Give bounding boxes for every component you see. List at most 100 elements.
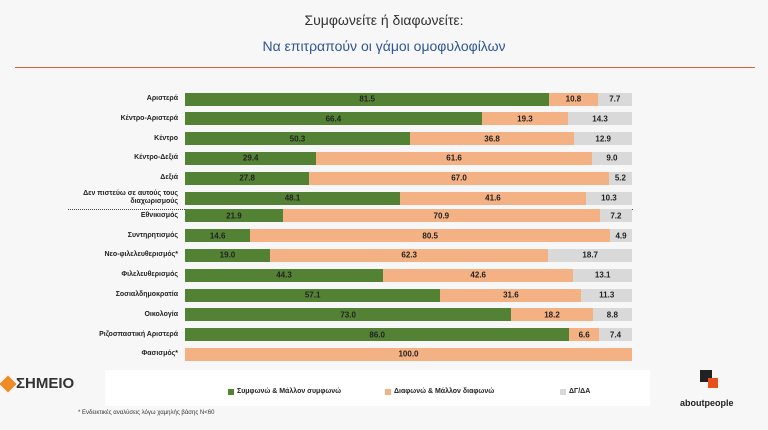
value-label: 18.2 xyxy=(544,310,560,320)
category-label: Εθνικισμός xyxy=(140,211,178,219)
bar-segment xyxy=(400,191,586,205)
legend-swatch xyxy=(228,389,234,395)
value-label: 70.9 xyxy=(433,211,450,221)
bar-segment xyxy=(185,229,251,243)
value-label: 7.2 xyxy=(610,211,622,221)
bar-segment xyxy=(185,112,482,126)
bar-segment xyxy=(185,268,384,282)
bar-segment xyxy=(481,112,569,126)
value-label: 7.7 xyxy=(609,94,621,104)
category-label: Δεξιά xyxy=(160,174,178,182)
bar-segment xyxy=(185,328,570,342)
value-label: 36.8 xyxy=(484,134,500,144)
value-label: 100.0 xyxy=(398,349,419,359)
value-label: 6.6 xyxy=(578,330,590,340)
value-label: 31.6 xyxy=(503,290,519,300)
bar-segment xyxy=(585,191,632,205)
value-label: 5.2 xyxy=(614,173,626,183)
bar-segment xyxy=(573,268,632,282)
bar-segment xyxy=(569,328,599,342)
value-label: 62.3 xyxy=(401,250,417,260)
legend-label: Διαφωνώ & Μάλλον διαφωνώ xyxy=(394,388,495,395)
bar-segment xyxy=(383,268,574,282)
category-label: Οικολογία xyxy=(144,310,178,318)
value-label: 80.5 xyxy=(422,231,438,241)
bar-segment xyxy=(549,92,598,106)
value-label: 66.4 xyxy=(325,114,342,124)
bar-segment xyxy=(440,288,582,302)
bar-segment xyxy=(316,151,592,165)
value-label: 8.8 xyxy=(606,310,618,320)
bar-segment xyxy=(185,151,317,165)
bar-segment xyxy=(610,229,632,243)
category-label: Αριστερά xyxy=(146,95,178,102)
bar-segment xyxy=(591,151,632,165)
bar-segment xyxy=(581,288,632,302)
category-label: Κέντρο xyxy=(154,134,178,142)
value-label: 10.3 xyxy=(601,193,617,203)
bar-segment xyxy=(250,229,611,243)
value-label: 57.1 xyxy=(304,290,321,300)
chart-title: Συμφωνείτε ή διαφωνείτε: xyxy=(304,12,464,28)
value-label: 48.1 xyxy=(284,193,301,203)
value-label: 10.8 xyxy=(565,94,582,104)
divider xyxy=(15,67,755,68)
bar-segment xyxy=(548,248,632,262)
category-label: Ριζοσπαστική Αριστερά xyxy=(99,330,178,338)
value-label: 11.3 xyxy=(599,290,615,300)
value-label: 27.8 xyxy=(239,173,255,183)
bar-segment xyxy=(269,248,549,262)
category-label: Σοσιαλδημοκρατία xyxy=(115,291,178,298)
logo-icon xyxy=(708,378,718,388)
value-label: 9.0 xyxy=(606,153,618,163)
value-label: 4.9 xyxy=(615,231,627,241)
legend-label: ΔΓ/ΔΑ xyxy=(569,388,591,395)
value-label: 19.0 xyxy=(219,250,236,260)
value-label: 29.4 xyxy=(242,153,259,163)
bar-segment xyxy=(574,132,632,146)
value-label: 14.6 xyxy=(209,231,226,241)
value-label: 42.6 xyxy=(470,270,487,280)
value-label: 44.3 xyxy=(276,270,292,280)
category-label: Φασισμός* xyxy=(141,350,179,358)
legend-label: Συμφωνώ & Μάλλον συμφωνώ xyxy=(237,388,342,395)
bar-segment xyxy=(185,92,550,106)
bar-segment xyxy=(599,209,632,223)
chart-subtitle: Να επιτραπούν οι γάμοι ομοφυλοφίλων xyxy=(262,38,506,54)
bar-segment xyxy=(185,191,400,205)
value-label: 81.5 xyxy=(359,94,375,104)
bar-segment xyxy=(309,171,609,185)
legend-box xyxy=(105,370,650,406)
bar-segment xyxy=(598,328,632,342)
bar-segment xyxy=(568,112,632,126)
bar-segment xyxy=(185,248,270,262)
bar-segment xyxy=(409,132,575,146)
value-label: 13.1 xyxy=(594,270,611,280)
bar-segment xyxy=(185,209,283,223)
category-label: Δεν πιστεύω σε αυτούς τους διαχωρισμούς xyxy=(83,190,178,205)
bar-segment xyxy=(592,308,632,322)
bar-segment xyxy=(597,92,632,106)
logo-right: aboutpeople xyxy=(680,398,734,408)
bar-segment xyxy=(511,308,593,322)
bar-segment xyxy=(185,347,632,361)
bar-segment xyxy=(185,171,310,185)
value-label: 73.0 xyxy=(340,310,356,320)
value-label: 14.3 xyxy=(592,114,608,124)
value-label: 12.9 xyxy=(595,134,611,144)
value-label: 61.6 xyxy=(446,153,462,163)
bar-segment xyxy=(185,132,410,146)
logo-left: ΣΗΜΕΙΟ xyxy=(16,375,75,392)
legend-swatch xyxy=(560,389,566,395)
category-label: Κέντρο-Αριστερά xyxy=(120,114,178,122)
value-label: 21.9 xyxy=(226,211,242,221)
value-label: 67.0 xyxy=(451,173,467,183)
bar-segment xyxy=(608,171,632,185)
value-label: 86.0 xyxy=(369,330,385,340)
bar-segment xyxy=(185,308,512,322)
footnote: * Ενδεικτικές αναλύσεις λόγω χαμηλής βάσ… xyxy=(78,410,215,416)
value-label: 41.6 xyxy=(485,193,501,203)
category-label: Συντηρητισμός xyxy=(127,231,178,239)
value-label: 7.4 xyxy=(609,330,622,340)
